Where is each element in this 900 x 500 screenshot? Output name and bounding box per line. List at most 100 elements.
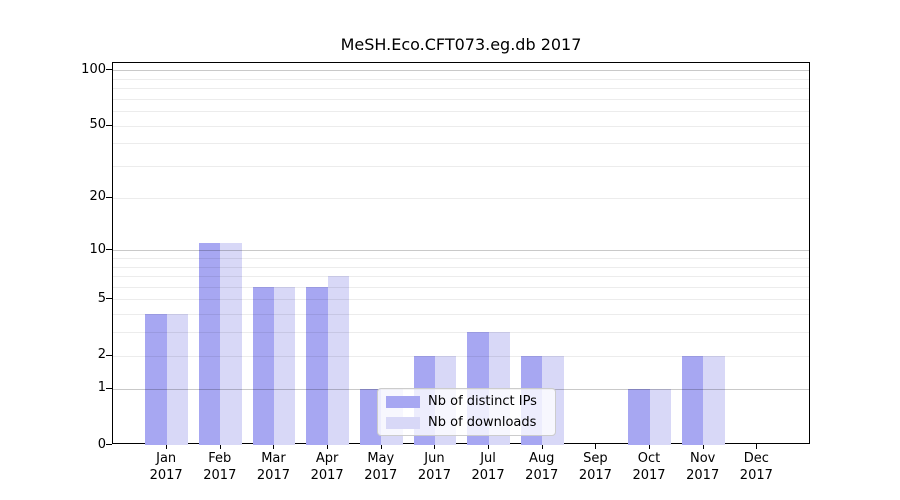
x-label-month: Mar	[261, 451, 286, 466]
bar-nb-of-downloads-nov	[703, 355, 725, 445]
bar-nb-of-downloads-feb	[220, 243, 242, 445]
x-axis-tick-aug	[541, 444, 543, 449]
bar-nb-of-distinct-ips-apr	[306, 286, 328, 445]
y-axis-tick-10	[106, 249, 112, 251]
x-label-year: 2017	[203, 467, 237, 483]
minor-gridline-6	[113, 286, 809, 288]
legend-entry-distinct-ips: Nb of distinct IPs	[386, 394, 547, 410]
plot-area	[112, 62, 810, 445]
bar-nb-of-downloads-oct	[649, 388, 671, 445]
y-axis-label-2: 2	[97, 347, 106, 363]
y-axis-tick-1	[106, 387, 112, 389]
y-axis-label-10: 10	[89, 241, 106, 257]
y-axis-tick-50	[106, 124, 112, 126]
minor-gridline-5	[113, 299, 809, 301]
y-axis-label-20: 20	[89, 189, 106, 205]
bar-nb-of-distinct-ips-may	[359, 388, 382, 445]
y-axis-tick-0	[106, 444, 112, 445]
minor-gridline-20	[113, 197, 809, 199]
minor-gridline-7	[113, 276, 809, 278]
x-label-year: 2017	[417, 467, 451, 483]
minor-gridline-3	[113, 332, 809, 334]
y-axis-tick-2	[106, 354, 112, 356]
bar-nb-of-downloads-apr	[327, 276, 349, 445]
x-axis-label-oct: Oct 2017	[617, 451, 681, 484]
x-label-month: Jan	[156, 451, 177, 466]
x-label-year: 2017	[632, 467, 666, 483]
y-axis-tick-20	[106, 196, 112, 198]
y-axis-tick-100	[106, 69, 112, 71]
y-axis-label-5: 5	[97, 290, 106, 306]
x-axis-label-jan: Jan 2017	[134, 451, 198, 484]
x-label-year: 2017	[739, 467, 773, 483]
x-label-year: 2017	[525, 467, 559, 483]
legend-label-distinct-ips: Nb of distinct IPs	[428, 393, 537, 409]
x-label-month: Feb	[208, 451, 232, 466]
legend-swatch-distinct-ips-icon	[386, 395, 420, 408]
x-axis-label-mar: Mar 2017	[241, 451, 305, 484]
x-label-month: Nov	[690, 451, 716, 466]
x-axis-tick-mar	[273, 444, 275, 449]
minor-gridline-30	[113, 166, 809, 168]
x-axis-tick-feb	[219, 444, 221, 449]
x-axis-tick-may	[380, 444, 382, 449]
x-axis-label-may: May 2017	[349, 451, 413, 484]
legend-swatch-downloads-icon	[386, 416, 420, 429]
y-axis-label-100: 100	[81, 61, 106, 77]
chart-title: MeSH.Eco.CFT073.eg.db 2017	[340, 35, 582, 54]
y-axis-tick-5	[106, 298, 112, 300]
x-label-month: Jun	[424, 451, 445, 466]
x-axis-label-jul: Jul 2017	[456, 451, 520, 484]
minor-gridline-90	[113, 78, 809, 80]
x-label-year: 2017	[578, 467, 612, 483]
x-axis-label-jun: Jun 2017	[402, 451, 466, 484]
bar-nb-of-downloads-jan	[166, 314, 189, 445]
x-axis-label-feb: Feb 2017	[188, 451, 252, 484]
x-axis-tick-apr	[327, 444, 329, 449]
x-label-year: 2017	[471, 467, 505, 483]
x-axis-label-sep: Sep 2017	[563, 451, 627, 484]
major-gridline-10	[113, 250, 809, 252]
major-gridline-100	[113, 70, 809, 72]
bar-nb-of-distinct-ips-oct	[628, 388, 650, 445]
bar-nb-of-distinct-ips-nov	[681, 355, 704, 445]
y-axis-label-0: 0	[97, 436, 106, 452]
x-axis-tick-dec	[756, 444, 758, 449]
minor-gridline-60	[113, 111, 809, 113]
x-axis-label-dec: Dec 2017	[724, 451, 788, 484]
x-label-year: 2017	[256, 467, 290, 483]
minor-gridline-4	[113, 314, 809, 316]
x-label-month: Oct	[637, 451, 661, 466]
legend-label-downloads: Nb of downloads	[428, 414, 537, 430]
y-axis-label-50: 50	[89, 117, 106, 133]
x-label-month: Dec	[743, 451, 769, 466]
x-label-month: May	[367, 451, 395, 466]
minor-gridline-80	[113, 88, 809, 90]
x-axis-tick-jan	[166, 444, 168, 449]
bar-nb-of-downloads-mar	[273, 286, 296, 445]
x-axis-label-nov: Nov 2017	[671, 451, 735, 484]
x-label-year: 2017	[686, 467, 720, 483]
x-axis-tick-jun	[434, 444, 436, 449]
x-label-year: 2017	[310, 467, 344, 483]
x-label-month: Jul	[480, 451, 496, 466]
legend: Nb of distinct IPs Nb of downloads	[377, 388, 556, 436]
x-axis-label-aug: Aug 2017	[510, 451, 574, 484]
x-axis-tick-nov	[702, 444, 704, 449]
bar-nb-of-distinct-ips-jan	[145, 314, 167, 445]
minor-gridline-40	[113, 143, 809, 145]
x-label-year: 2017	[149, 467, 183, 483]
x-axis-label-apr: Apr 2017	[295, 451, 359, 484]
legend-entry-downloads: Nb of downloads	[386, 415, 547, 431]
minor-gridline-9	[113, 258, 809, 259]
bar-nb-of-distinct-ips-mar	[252, 286, 274, 445]
minor-gridline-8	[113, 266, 809, 268]
minor-gridline-50	[113, 125, 809, 127]
x-axis-tick-jul	[488, 444, 490, 449]
bar-nb-of-distinct-ips-feb	[198, 243, 221, 445]
y-axis-label-1: 1	[97, 380, 106, 396]
x-label-month: Apr	[315, 451, 339, 466]
x-label-year: 2017	[364, 467, 398, 483]
x-axis-tick-sep	[595, 444, 597, 449]
